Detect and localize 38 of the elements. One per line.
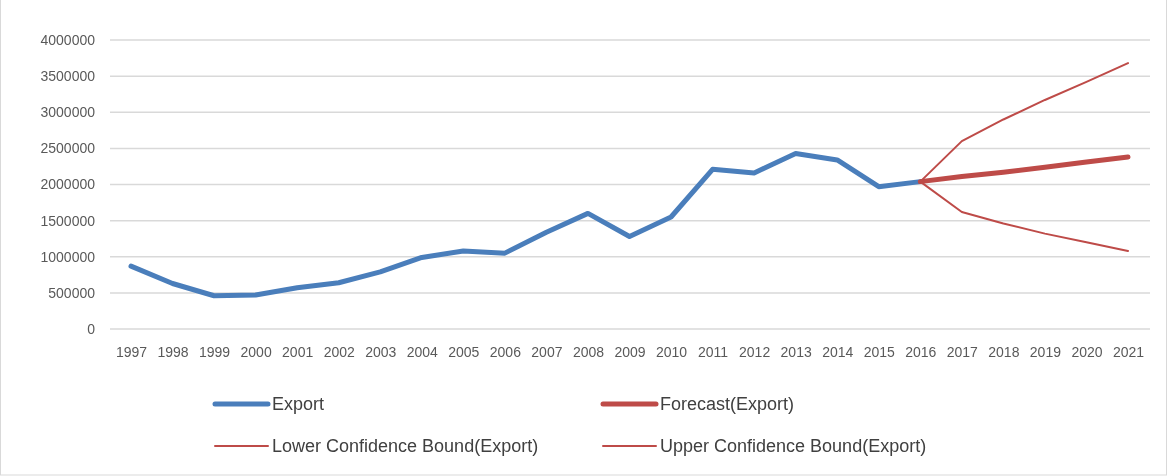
x-tick-label: 2007 bbox=[531, 343, 563, 360]
y-tick-label: 3500000 bbox=[40, 68, 96, 85]
legend-label: Upper Confidence Bound(Export) bbox=[660, 436, 927, 456]
x-tick-label: 2017 bbox=[946, 343, 979, 360]
x-tick-label: 2005 bbox=[448, 343, 480, 360]
x-tick-label: 2020 bbox=[1071, 343, 1103, 360]
y-tick-label: 1500000 bbox=[40, 212, 96, 229]
x-tick-label: 2006 bbox=[489, 343, 522, 360]
x-tick-label: 2008 bbox=[572, 343, 605, 360]
x-tick-label: 2012 bbox=[739, 343, 771, 360]
legend-label: Export bbox=[272, 394, 325, 414]
x-tick-label: 1997 bbox=[115, 343, 148, 360]
x-tick-label: 2015 bbox=[863, 343, 896, 360]
x-tick-label: 2004 bbox=[406, 343, 439, 360]
y-tick-label: 2000000 bbox=[40, 176, 96, 193]
x-tick-label: 2011 bbox=[698, 343, 729, 360]
legend-label: Lower Confidence Bound(Export) bbox=[272, 436, 539, 456]
x-tick-label: 2010 bbox=[655, 343, 688, 360]
x-tick-label: 2018 bbox=[988, 343, 1020, 360]
legend-label: Forecast(Export) bbox=[660, 394, 795, 414]
x-tick-label: 2009 bbox=[614, 343, 646, 360]
x-tick-label: 2003 bbox=[365, 343, 397, 360]
y-tick-label: 500000 bbox=[48, 284, 96, 301]
x-tick-label: 2000 bbox=[240, 343, 272, 360]
x-tick-label: 2014 bbox=[822, 343, 854, 360]
y-tick-label: 3000000 bbox=[40, 104, 96, 121]
y-tick-label: 2500000 bbox=[40, 140, 96, 157]
x-tick-label: 2013 bbox=[780, 343, 812, 360]
x-tick-label: 2002 bbox=[323, 343, 355, 360]
y-tick-label: 0 bbox=[87, 320, 96, 337]
y-tick-label: 1000000 bbox=[40, 248, 96, 265]
x-tick-label: 1998 bbox=[157, 343, 189, 360]
x-tick-label: 1999 bbox=[199, 343, 231, 360]
x-tick-label: 2016 bbox=[905, 343, 937, 360]
x-tick-label: 2019 bbox=[1029, 343, 1062, 360]
x-tick-label: 2001 bbox=[282, 343, 314, 360]
y-tick-label: 4000000 bbox=[40, 31, 96, 48]
x-tick-label: 2021 bbox=[1112, 343, 1145, 360]
